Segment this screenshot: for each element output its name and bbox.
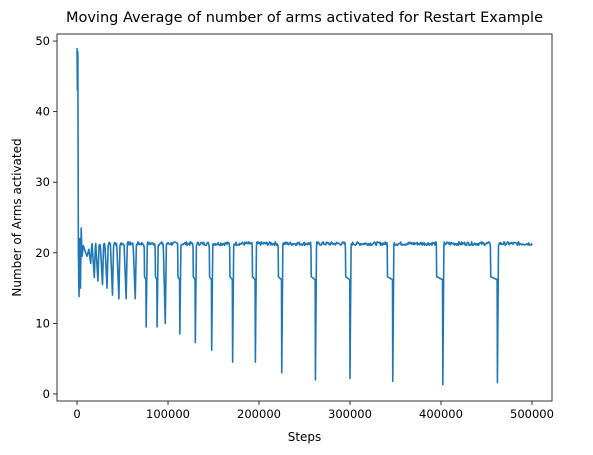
plot-area xyxy=(76,48,533,386)
x-tick-label: 100000 xyxy=(146,407,190,421)
y-tick-label: 10 xyxy=(35,316,50,330)
series-line xyxy=(76,48,533,386)
chart-title: Moving Average of number of arms activat… xyxy=(66,10,543,26)
x-axis: 0 100000 200000 300000 400000 500000 xyxy=(73,401,554,421)
y-tick-label: 40 xyxy=(35,105,50,119)
y-axis: 0 10 20 30 40 50 xyxy=(35,34,57,401)
x-tick-label: 400000 xyxy=(419,407,463,421)
x-tick-label: 200000 xyxy=(237,407,281,421)
y-axis-label: Number of Arms activated xyxy=(10,138,24,296)
y-tick-label: 30 xyxy=(35,175,50,189)
x-tick-label: 500000 xyxy=(510,407,554,421)
x-tick-label: 300000 xyxy=(328,407,372,421)
x-axis-label: Steps xyxy=(288,430,322,444)
y-tick-label: 50 xyxy=(35,34,50,48)
plot-frame xyxy=(56,33,553,402)
y-tick-label: 0 xyxy=(43,387,50,401)
x-tick-label: 0 xyxy=(73,407,80,421)
y-tick-label: 20 xyxy=(35,246,50,260)
